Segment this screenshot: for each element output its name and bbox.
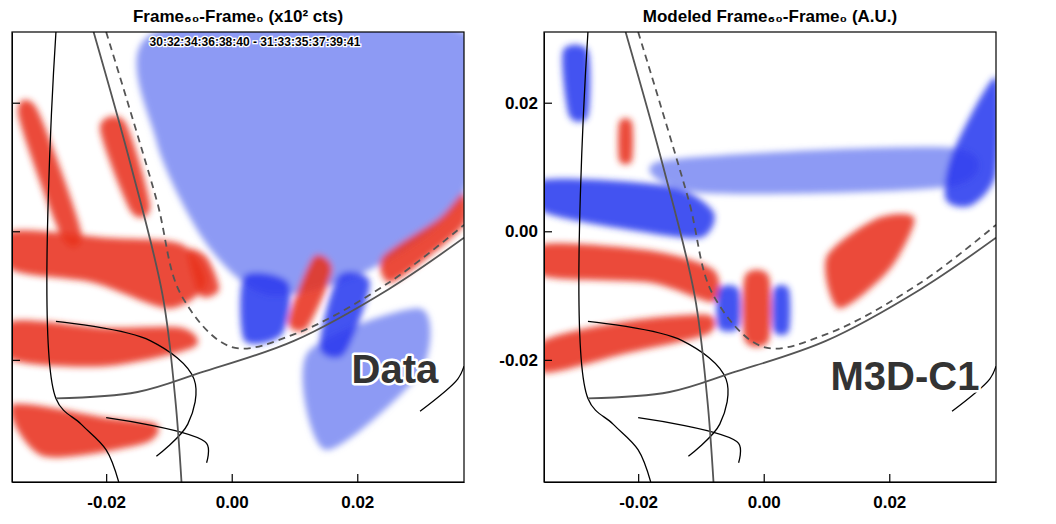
overlay-lines bbox=[579, 32, 996, 482]
overlay-line bbox=[588, 238, 996, 399]
y-tick bbox=[12, 103, 20, 104]
x-tick: 0.02 bbox=[341, 474, 374, 512]
y-tick-mark bbox=[544, 103, 552, 104]
x-tick-label: 0.00 bbox=[748, 493, 781, 512]
x-tick: 0.00 bbox=[748, 474, 781, 512]
y-tick-mark bbox=[544, 231, 552, 232]
x-tick: 0.00 bbox=[216, 474, 249, 512]
y-tick bbox=[12, 360, 20, 361]
figure: -0.02 0.00 0.02 Frame₆₀-Frame₀ (x10² cts) 30… bbox=[0, 0, 1056, 524]
overlay-line bbox=[47, 32, 119, 482]
x-tick-label: -0.02 bbox=[619, 493, 658, 512]
x-tick-label: -0.02 bbox=[87, 493, 126, 512]
image-region bbox=[544, 314, 715, 372]
x-tick-mark bbox=[357, 474, 358, 482]
y-tick bbox=[12, 231, 20, 232]
image-region bbox=[12, 404, 159, 458]
y-axis bbox=[12, 33, 20, 483]
y-axis: -0.02 0.00 0.02 bbox=[499, 33, 552, 483]
panel-label: M3D-C1 bbox=[831, 354, 980, 398]
panel-title: Frame₆₀-Frame₀ (x10² cts) bbox=[133, 7, 343, 26]
image-region bbox=[649, 147, 979, 194]
image-region bbox=[100, 116, 150, 217]
y-tick: -0.02 bbox=[499, 351, 552, 370]
x-tick: -0.02 bbox=[87, 474, 126, 512]
x-tick-label: 0.02 bbox=[873, 493, 906, 512]
image-region bbox=[743, 270, 772, 347]
y-tick-label: -0.02 bbox=[499, 351, 538, 370]
x-axis-line bbox=[545, 482, 997, 483]
panel: -0.02 0.00 0.02 Frame₆₀-Frame₀ (x10² cts) 30… bbox=[3, 7, 486, 512]
image-region bbox=[772, 285, 790, 335]
panel-label: Data bbox=[352, 347, 439, 391]
y-tick-mark bbox=[12, 360, 20, 361]
overlay-line bbox=[106, 418, 208, 463]
overlay-line bbox=[106, 32, 464, 349]
panel: -0.02 0.00 0.02 -0.02 0.00 0.02 Modeled Frame₆… bbox=[499, 7, 999, 512]
y-axis-line bbox=[12, 33, 13, 483]
y-tick-mark bbox=[12, 231, 20, 232]
image-region bbox=[717, 285, 741, 331]
x-axis: -0.02 0.00 0.02 bbox=[545, 474, 997, 512]
overlay-line bbox=[638, 32, 996, 349]
x-tick-mark bbox=[638, 474, 639, 482]
x-axis: -0.02 0.00 0.02 bbox=[13, 474, 465, 512]
x-tick-mark bbox=[764, 474, 765, 482]
image-region bbox=[945, 77, 996, 207]
y-tick: 0.02 bbox=[505, 94, 552, 113]
image-region bbox=[12, 230, 207, 308]
overlay-line bbox=[579, 32, 651, 482]
y-tick-mark bbox=[544, 360, 552, 361]
x-tick-label: 0.02 bbox=[341, 493, 374, 512]
x-tick: 0.02 bbox=[873, 474, 906, 512]
x-axis-line bbox=[13, 482, 465, 483]
image-regions bbox=[12, 32, 464, 457]
plot-frame bbox=[12, 32, 464, 482]
image-region bbox=[544, 179, 715, 239]
image-region bbox=[380, 193, 464, 283]
overlay-line bbox=[638, 418, 740, 463]
y-tick-label: 0.02 bbox=[505, 94, 538, 113]
image-region bbox=[240, 273, 290, 344]
image-region bbox=[188, 249, 219, 298]
plot-frame bbox=[544, 32, 996, 482]
overlay-lines bbox=[47, 32, 464, 482]
y-tick-label: 0.00 bbox=[505, 222, 538, 241]
plot-area bbox=[544, 32, 996, 482]
x-tick-label: 0.00 bbox=[216, 493, 249, 512]
panel-title: Modeled Frame₆₀-Frame₀ (A.U.) bbox=[643, 7, 897, 26]
overlay-line bbox=[56, 238, 464, 399]
y-axis-line bbox=[544, 33, 545, 483]
x-tick: -0.02 bbox=[619, 474, 658, 512]
x-tick-mark bbox=[889, 474, 890, 482]
annotation: 30:32:34:36:38:40 - 31:33:35:37:39:41 bbox=[150, 35, 361, 49]
x-tick-mark bbox=[106, 474, 107, 482]
plot-area bbox=[12, 32, 464, 482]
y-tick: 0.00 bbox=[505, 222, 552, 241]
y-tick-mark bbox=[12, 103, 20, 104]
x-tick-mark bbox=[232, 474, 233, 482]
image-region bbox=[618, 118, 633, 164]
